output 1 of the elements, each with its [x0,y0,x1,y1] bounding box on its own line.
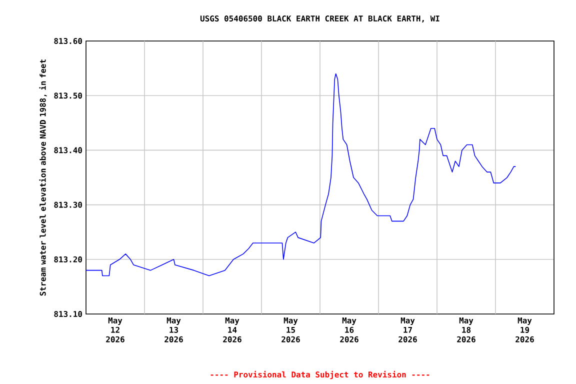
line-series [86,73,516,276]
